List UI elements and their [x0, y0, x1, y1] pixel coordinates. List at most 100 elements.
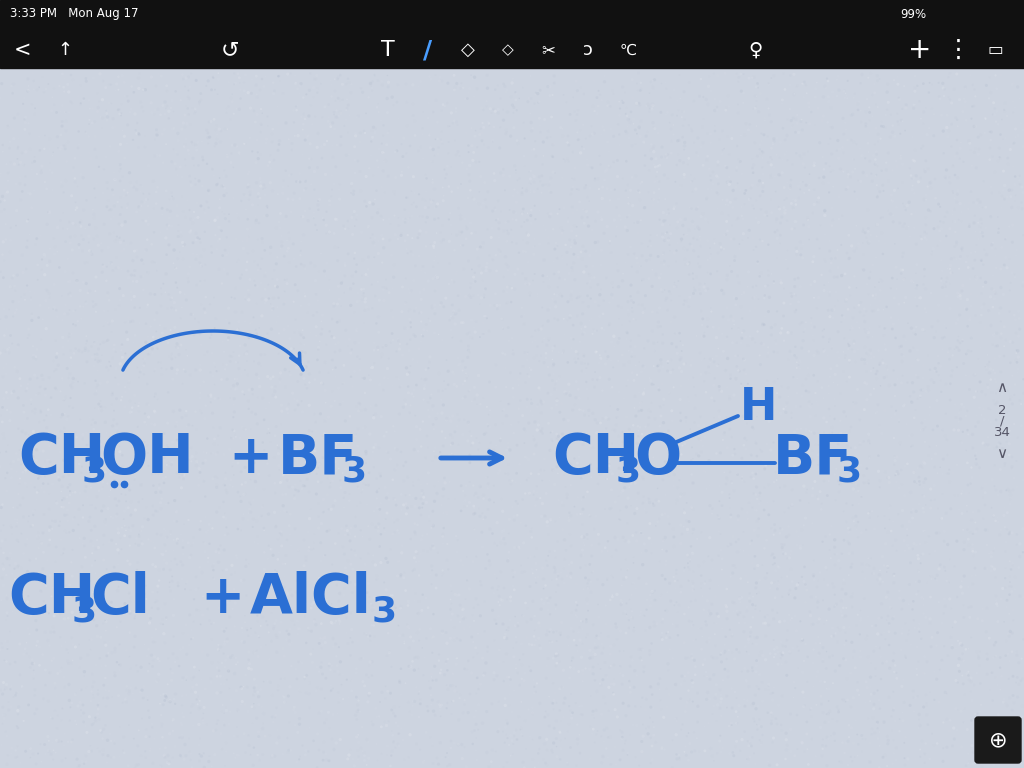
Point [141, 348, 158, 360]
Point [748, 436, 764, 449]
Point [852, 628, 868, 641]
Point [602, 614, 618, 627]
Point [383, 750, 399, 762]
Point [184, 247, 201, 260]
Point [332, 668, 348, 680]
Point [830, 554, 847, 567]
Point [365, 556, 381, 568]
Point [254, 439, 270, 451]
Point [32, 445, 48, 458]
Point [732, 68, 749, 80]
Point [478, 264, 495, 276]
Point [627, 508, 643, 520]
Point [741, 736, 758, 748]
Point [963, 69, 979, 81]
Point [37, 81, 53, 93]
Point [61, 485, 78, 498]
Point [289, 453, 305, 465]
Point [841, 526, 857, 538]
Point [838, 516, 854, 528]
Point [109, 656, 125, 668]
Point [137, 408, 154, 420]
Point [589, 574, 605, 586]
Point [301, 110, 317, 122]
Point [121, 521, 137, 534]
Point [895, 220, 911, 233]
Point [519, 616, 536, 628]
Point [92, 338, 109, 350]
Point [732, 607, 749, 619]
Point [774, 640, 791, 652]
Point [505, 642, 521, 654]
Point [883, 311, 899, 323]
Point [368, 408, 384, 420]
Point [810, 347, 826, 359]
Point [213, 373, 229, 386]
Point [982, 87, 998, 99]
Point [939, 572, 955, 584]
Point [250, 153, 266, 165]
Point [916, 165, 933, 177]
Point [401, 313, 418, 326]
Point [871, 320, 888, 333]
Point [148, 676, 165, 688]
Point [201, 217, 217, 229]
Point [505, 72, 521, 84]
Point [1004, 527, 1020, 539]
Point [994, 442, 1011, 455]
Point [103, 359, 120, 372]
Point [834, 609, 850, 621]
Point [741, 595, 758, 607]
Point [201, 750, 217, 763]
Point [582, 130, 598, 142]
Point [498, 729, 514, 741]
Point [366, 412, 382, 424]
Point [297, 134, 313, 146]
Point [677, 740, 693, 753]
Point [834, 316, 850, 328]
Point [911, 708, 928, 720]
Point [602, 100, 618, 112]
Point [965, 429, 981, 441]
Point [1005, 670, 1021, 683]
Point [602, 442, 618, 454]
Point [286, 489, 302, 502]
Point [899, 529, 915, 541]
Point [365, 198, 381, 210]
Point [877, 522, 893, 535]
Point [324, 140, 340, 152]
Point [798, 638, 814, 650]
Point [0, 709, 12, 721]
Point [905, 685, 922, 697]
Point [741, 194, 758, 206]
Point [547, 564, 563, 576]
Point [824, 91, 841, 104]
Point [499, 671, 515, 684]
Point [209, 365, 225, 377]
Point [389, 570, 406, 582]
Point [983, 319, 999, 332]
Point [671, 599, 687, 611]
Point [468, 593, 484, 605]
Point [18, 481, 35, 493]
Point [495, 322, 511, 334]
Point [80, 257, 96, 269]
Point [694, 439, 711, 452]
Point [888, 468, 904, 480]
Point [84, 184, 100, 196]
Point [245, 98, 261, 111]
Point [665, 618, 681, 631]
Point [267, 709, 284, 721]
Point [22, 650, 38, 663]
Point [971, 753, 987, 765]
Point [893, 343, 909, 355]
Point [958, 304, 975, 316]
Point [866, 523, 883, 535]
Point [541, 369, 557, 381]
Point [978, 723, 994, 735]
Point [652, 106, 669, 118]
Point [776, 615, 793, 627]
Point [644, 80, 660, 92]
Point [280, 438, 296, 450]
Point [560, 511, 577, 524]
